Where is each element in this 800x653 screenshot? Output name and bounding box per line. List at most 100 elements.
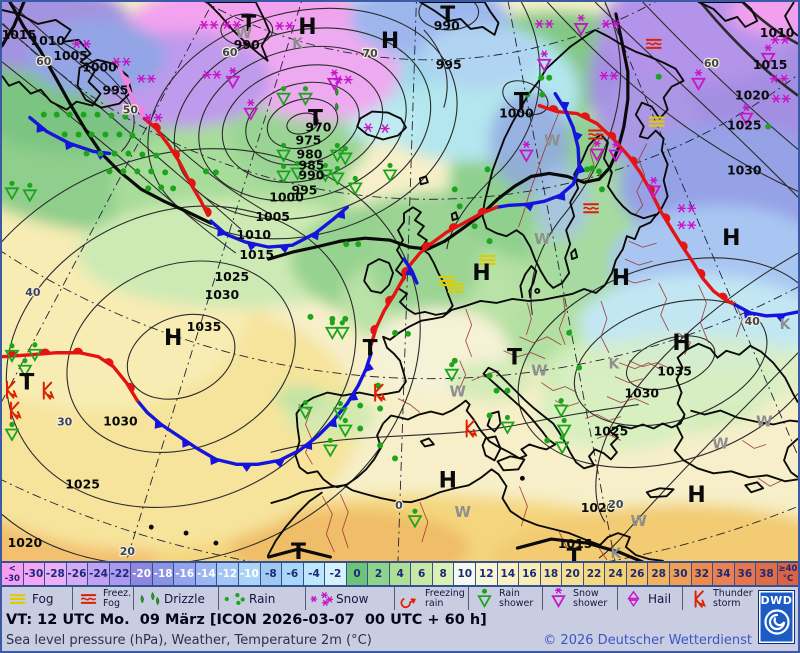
- svg-text:T: T: [291, 540, 306, 561]
- svg-text:1010: 1010: [30, 33, 65, 48]
- dwd-logo: DWD: [758, 590, 795, 644]
- weather-symbol-legend: Fog Freez. Fog Drizzle Rain Snow Freezing rain R…: [2, 587, 798, 610]
- svg-text:70: 70: [363, 47, 379, 60]
- scale-cell: 32: [690, 563, 713, 585]
- legend-label: Freez. Fog: [103, 588, 132, 609]
- scale-cell: -26: [65, 563, 88, 585]
- dwd-spiral-icon: [763, 609, 790, 635]
- svg-text:1005: 1005: [255, 209, 290, 224]
- chart-subtitle: Sea level pressure (hPa), Weather, Tempe…: [6, 633, 372, 648]
- svg-text:W: W: [236, 24, 252, 42]
- svg-text:T: T: [507, 346, 522, 371]
- legend-item-snow: Snow shower: [542, 587, 617, 610]
- legend-item-thunder: Thunder storm: [682, 587, 758, 610]
- svg-text:1025: 1025: [594, 423, 629, 438]
- svg-text:H: H: [298, 15, 316, 40]
- svg-text:990: 990: [298, 167, 324, 182]
- svg-text:T: T: [308, 107, 323, 132]
- scale-cell: -8: [259, 563, 282, 585]
- svg-text:H: H: [687, 483, 705, 508]
- svg-text:W: W: [454, 503, 470, 521]
- svg-text:1015: 1015: [2, 27, 36, 42]
- legend-label: Rain: [249, 591, 276, 606]
- legend-item-rain: Rain: [218, 587, 305, 610]
- svg-text:990: 990: [434, 18, 460, 33]
- scale-cell: -6: [281, 563, 303, 585]
- weather-symbol-layer: [4, 14, 791, 529]
- scale-cell: -28: [44, 563, 66, 585]
- legend-item-drizzle: Drizzle: [133, 587, 218, 610]
- svg-text:1030: 1030: [624, 386, 659, 401]
- scale-cell: 26: [625, 563, 648, 585]
- svg-text:995: 995: [292, 182, 318, 197]
- scale-cell: 24: [604, 563, 626, 585]
- svg-text:980: 980: [296, 146, 322, 161]
- scale-cell: -24: [87, 563, 109, 585]
- svg-text:970: 970: [305, 120, 331, 135]
- svg-text:1030: 1030: [727, 162, 762, 177]
- scale-cell: 6: [410, 563, 432, 585]
- svg-text:W: W: [544, 131, 560, 149]
- ts-icon: [694, 589, 707, 608]
- svg-text:1000: 1000: [82, 60, 117, 75]
- svg-text:W: W: [712, 434, 728, 452]
- svg-text:K: K: [609, 357, 621, 373]
- svg-text:T: T: [440, 3, 455, 28]
- svg-text:1015: 1015: [239, 247, 274, 262]
- scale-cell: 10: [453, 563, 476, 585]
- svg-text:1010: 1010: [236, 227, 271, 242]
- legend-item-freezing: Freezing rain: [394, 587, 468, 610]
- svg-text:H: H: [439, 468, 457, 493]
- valid-time-line: VT: 12 UTC Mo. 09 März [ICON 2026-03-07 …: [2, 610, 798, 632]
- map-label-layer: 1015101010051000995990990995970975980985…: [2, 3, 795, 561]
- scale-cell: -14: [194, 563, 217, 585]
- scale-cell: -4: [302, 563, 325, 585]
- legend-label: Rain shower: [499, 588, 534, 609]
- scale-cell: 2: [367, 563, 389, 585]
- svg-text:995: 995: [436, 57, 462, 72]
- svg-text:40: 40: [25, 286, 41, 299]
- fog-icon: [9, 593, 26, 604]
- scale-cell: 34: [712, 563, 734, 585]
- scale-cell: -20: [130, 563, 152, 585]
- svg-text:1005: 1005: [53, 48, 88, 63]
- svg-text:1020: 1020: [735, 88, 770, 103]
- svg-text:20: 20: [608, 498, 624, 511]
- scale-cell: 22: [582, 563, 605, 585]
- scale-cell: -22: [108, 563, 131, 585]
- svg-text:1020: 1020: [8, 535, 43, 550]
- shs-icon: [551, 587, 566, 608]
- chart-subtitle-row: Sea level pressure (hPa), Weather, Tempe…: [2, 632, 798, 651]
- svg-text:30: 30: [57, 415, 73, 428]
- svg-text:20: 20: [120, 545, 136, 558]
- scale-cell: 8: [431, 563, 454, 585]
- copyright-text: © 2026 Deutscher Wetterdienst: [543, 633, 752, 648]
- scale-cell: -2: [324, 563, 346, 585]
- frz-icon: [400, 597, 416, 608]
- scale-cell: -16: [173, 563, 195, 585]
- scale-cell: 28: [647, 563, 669, 585]
- svg-text:K: K: [780, 317, 792, 333]
- scale-cell: < -30: [2, 563, 23, 585]
- scale-cell: -12: [216, 563, 239, 585]
- legend-item-freez.: Freez. Fog: [72, 587, 133, 610]
- svg-text:1000: 1000: [499, 106, 534, 121]
- legend-item-hail: Hail: [617, 587, 682, 610]
- svg-text:40: 40: [745, 315, 761, 328]
- snow-icon: [310, 591, 334, 606]
- scale-cell: 12: [475, 563, 497, 585]
- svg-text:50: 50: [123, 104, 139, 117]
- svg-text:1015: 1015: [753, 57, 788, 72]
- legend-label: Freezing rain: [425, 588, 465, 609]
- scale-cell: -10: [238, 563, 260, 585]
- svg-text:W: W: [531, 362, 547, 380]
- scale-cell: 4: [388, 563, 411, 585]
- weather-map-svg: 1015101010051000995990990995970975980985…: [2, 2, 798, 561]
- legend-label: Snow: [336, 591, 369, 606]
- dwd-logo-text: DWD: [760, 594, 793, 607]
- scale-cell: ≥40 °C: [776, 563, 798, 585]
- svg-text:T: T: [19, 371, 34, 396]
- svg-text:H: H: [612, 266, 630, 291]
- svg-text:W: W: [631, 512, 647, 530]
